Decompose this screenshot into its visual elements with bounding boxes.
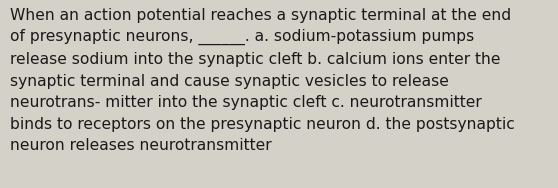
Text: When an action potential reaches a synaptic terminal at the end
of presynaptic n: When an action potential reaches a synap…	[10, 8, 515, 153]
